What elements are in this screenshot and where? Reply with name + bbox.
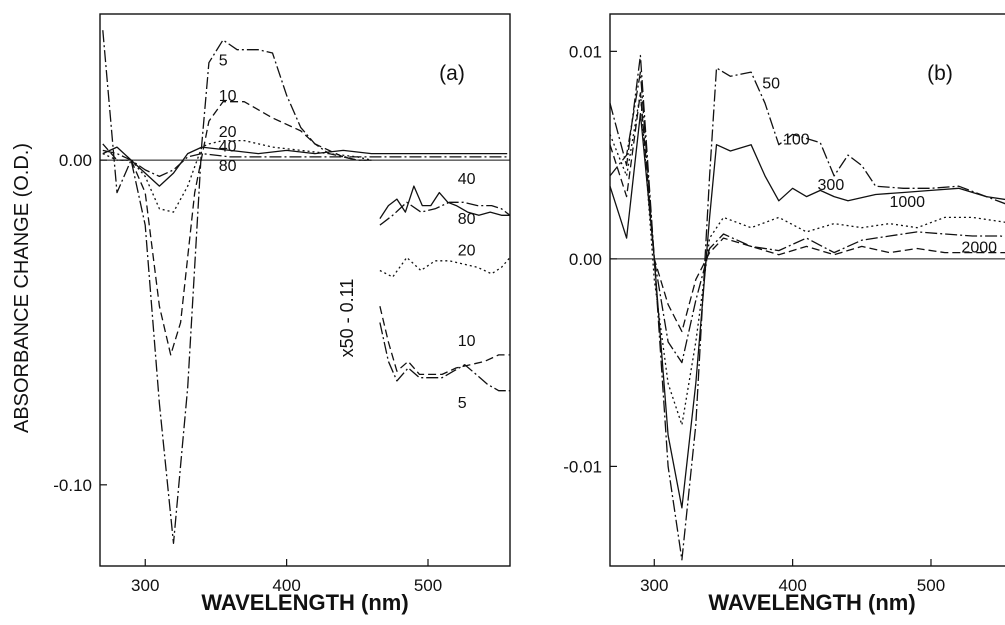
series-label-10: 10 — [458, 333, 476, 350]
series-label-1000: 1000 — [889, 194, 925, 211]
y-tick-label: -0.10 — [53, 476, 92, 495]
series-label-2000: 2000 — [961, 239, 997, 256]
panel-b-label: (b) — [927, 62, 953, 85]
series-label-20: 20 — [458, 242, 476, 259]
series-line-80 — [379, 201, 511, 226]
x-tick-label: 400 — [778, 576, 806, 595]
series-label-40: 40 — [458, 171, 476, 188]
series-label-300: 300 — [818, 177, 845, 194]
series-label-20: 20 — [219, 124, 237, 141]
panel-b-series — [609, 54, 1005, 561]
panel-b-xlabel: WAVELENGTH (nm) — [708, 590, 915, 615]
series-line-10 — [379, 306, 510, 376]
x-tick-label: 300 — [640, 576, 668, 595]
y-tick-label: 0.00 — [569, 250, 602, 269]
series-line-2000 — [609, 92, 1005, 333]
panel-a-ticks: 300 400 500 0.00 -0.10 — [53, 151, 442, 595]
series-label-5: 5 — [458, 395, 467, 412]
x-tick-label: 400 — [272, 576, 300, 595]
series-line-40 — [379, 185, 510, 219]
x-tick-label: 500 — [414, 576, 442, 595]
y-tick-label: -0.01 — [563, 457, 602, 476]
series-line-20 — [379, 256, 511, 278]
series-line-1000 — [609, 54, 1005, 364]
series-line-80 — [102, 149, 508, 178]
panel-a-inset-label: x50 - 0.11 — [337, 279, 357, 358]
series-line-5 — [379, 322, 510, 392]
series-line-20 — [102, 139, 372, 213]
panel-a-xlabel: WAVELENGTH (nm) — [201, 590, 408, 615]
series-line-5 — [102, 30, 372, 544]
panel-a-inset-series — [379, 185, 511, 392]
panel-b-frame — [609, 13, 1005, 567]
y-tick-label: 0.01 — [569, 42, 602, 61]
series-label-40: 40 — [219, 139, 237, 156]
series-line-40 — [102, 146, 508, 187]
series-line-300 — [609, 92, 1005, 426]
series-label-10: 10 — [219, 88, 237, 105]
panel-a-series — [102, 30, 508, 544]
panel-a-label: (a) — [439, 62, 465, 85]
series-line-10 — [102, 101, 372, 356]
series-label-5: 5 — [219, 52, 228, 69]
panel-b-curve-labels: 50 100 300 1000 2000 — [762, 75, 997, 256]
y-tick-label: 0.00 — [59, 151, 92, 170]
series-label-80: 80 — [219, 158, 237, 175]
panel-a-ylabel: ABSORBANCE CHANGE (O.D.) — [11, 143, 33, 433]
series-label-80: 80 — [458, 211, 476, 228]
series-line-100 — [609, 112, 1005, 509]
x-tick-label: 300 — [131, 576, 159, 595]
panel-a-frame — [99, 13, 511, 567]
x-tick-label: 500 — [917, 576, 945, 595]
series-line-50 — [609, 67, 1005, 561]
series-label-100: 100 — [783, 132, 810, 149]
series-label-50: 50 — [762, 75, 780, 92]
panel-b-ticks: 300 400 500 0.01 0.00 -0.01 — [563, 42, 945, 595]
